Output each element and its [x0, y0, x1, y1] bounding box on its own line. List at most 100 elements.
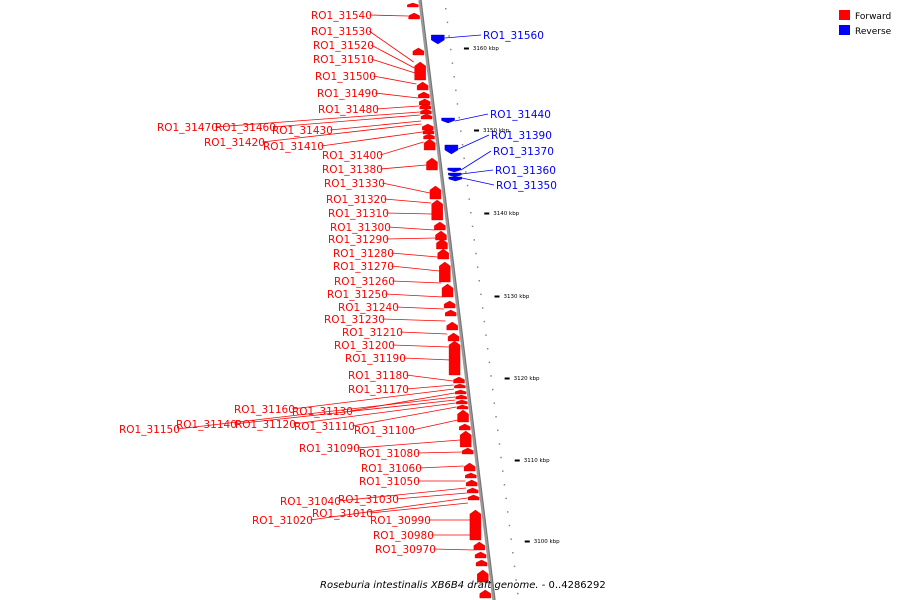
scale-tick-label: 3110 kbp — [524, 458, 550, 464]
forward-gene-label: RO1_31050 — [359, 476, 420, 488]
forward-gene-arrow — [453, 376, 465, 384]
forward-label-leader — [310, 497, 468, 521]
reverse-gene-arrow — [448, 176, 463, 182]
forward-gene-label: RO1_31320 — [326, 194, 387, 206]
forward-label-leader — [370, 44, 415, 69]
forward-gene-label: RO1_31160 — [234, 404, 295, 416]
position-dot — [476, 266, 479, 268]
forward-label-leader — [400, 331, 448, 335]
reverse-label-leader — [461, 177, 495, 186]
forward-gene-arrow — [443, 300, 456, 309]
scale-tick-label: 3100 kbp — [534, 539, 560, 545]
forward-gene-label: RO1_31430 — [272, 125, 333, 137]
forward-gene-arrow — [422, 128, 435, 135]
forward-label-leader — [371, 58, 416, 74]
forward-gene-label: RO1_31310 — [328, 208, 389, 220]
forward-gene-label: RO1_31230 — [324, 314, 385, 326]
forward-gene-arrow — [474, 551, 487, 559]
scale-tick-label: 3140 kbp — [493, 211, 519, 217]
forward-gene-arrow — [457, 409, 469, 423]
forward-gene-arrow — [446, 321, 458, 331]
forward-gene-arrow — [423, 138, 436, 151]
forward-gene-arrow — [473, 541, 486, 551]
reverse-label-leader — [461, 169, 494, 175]
legend: Forward Reverse — [839, 10, 892, 37]
forward-label-leader — [412, 419, 458, 431]
position-dot — [485, 334, 487, 336]
reverse-gene-label: RO1_31560 — [483, 30, 544, 42]
forward-gene-arrow — [419, 103, 432, 110]
scale-tick-label: 3150 kbp — [483, 128, 509, 134]
forward-label-leader — [391, 252, 438, 258]
position-dot — [458, 116, 460, 119]
forward-gene-arrow — [435, 230, 447, 241]
forward-label-leader — [382, 318, 446, 322]
legend-forward-label: Forward — [855, 12, 891, 22]
forward-label-leader — [369, 14, 408, 17]
scale-tick-label: 3160 kbp — [473, 46, 499, 52]
forward-gene-arrow — [477, 569, 489, 583]
forward-gene-label: RO1_31110 — [294, 421, 355, 433]
reverse-gene-arrow — [431, 34, 445, 45]
scale-tick-mark — [504, 377, 510, 380]
forward-label-leader — [419, 465, 464, 469]
forward-label-leader — [403, 357, 451, 361]
forward-gene-arrow — [422, 123, 434, 131]
forward-gene-label: RO1_31540 — [311, 10, 372, 22]
position-dot — [446, 21, 449, 24]
forward-gene-arrow — [456, 399, 468, 405]
forward-gene-arrow — [420, 108, 432, 115]
forward-gene-arrow — [439, 261, 451, 283]
forward-gene-label: RO1_31210 — [342, 327, 403, 339]
caption-genome-name: Roseburia intestinalis XB6B4 draft genom… — [320, 580, 539, 591]
position-dot — [451, 62, 454, 64]
forward-gene-arrow — [467, 494, 480, 501]
genome-backbone-shade — [420, 0, 496, 600]
forward-gene-arrow — [408, 12, 420, 20]
forward-label-leader — [396, 492, 467, 500]
forward-gene-arrow — [434, 221, 446, 231]
forward-gene-arrow — [465, 472, 477, 479]
forward-label-leader — [215, 111, 420, 128]
reverse-gene-label: RO1_31440 — [490, 109, 551, 121]
forward-label-leader — [292, 388, 455, 410]
forward-label-leader — [380, 164, 427, 170]
forward-gene-label: RO1_31190 — [345, 353, 406, 365]
position-dot — [513, 565, 516, 568]
reverse-gene-labels: RO1_31560 RO1_31440 RO1_31390 RO1_31370 RO1_… — [483, 30, 557, 192]
forward-gene-label: RO1_31030 — [338, 494, 399, 506]
forward-gene-arrow — [414, 61, 426, 81]
reverse-gene-label: RO1_31390 — [491, 130, 552, 142]
forward-gene-arrow — [412, 47, 425, 56]
forward-gene-label: RO1_31010 — [312, 508, 373, 520]
position-dot — [475, 252, 477, 255]
forward-gene-label: RO1_31060 — [361, 463, 422, 475]
forward-label-leader — [406, 384, 454, 390]
forward-gene-label: RO1_31520 — [313, 40, 374, 52]
position-dot — [502, 470, 504, 472]
genome-caption: Roseburia intestinalis XB6B4 draft genom… — [320, 580, 606, 591]
position-dot — [512, 552, 514, 554]
position-dot — [508, 524, 511, 527]
position-dot — [471, 225, 474, 228]
forward-gene-arrow — [416, 81, 429, 91]
position-dot — [468, 198, 470, 200]
scale-tick-label: 3120 kbp — [514, 376, 540, 382]
position-dot — [450, 48, 452, 51]
forward-gene-label: RO1_31460 — [215, 122, 276, 134]
position-dot — [460, 130, 462, 132]
forward-label-leader — [234, 399, 456, 425]
forward-gene-arrow — [459, 430, 472, 448]
forward-gene-label: RO1_31330 — [324, 178, 385, 190]
forward-gene-label: RO1_31200 — [334, 340, 395, 352]
reverse-gene-arrow — [441, 117, 455, 124]
forward-label-leader — [368, 30, 414, 63]
position-dot — [445, 8, 447, 10]
position-dot — [507, 511, 509, 513]
position-dot — [510, 538, 512, 540]
forward-gene-arrow — [445, 309, 457, 317]
position-dot — [493, 402, 496, 404]
position-dot — [463, 157, 465, 160]
forward-label-leader — [384, 198, 432, 204]
position-dot — [453, 76, 455, 78]
